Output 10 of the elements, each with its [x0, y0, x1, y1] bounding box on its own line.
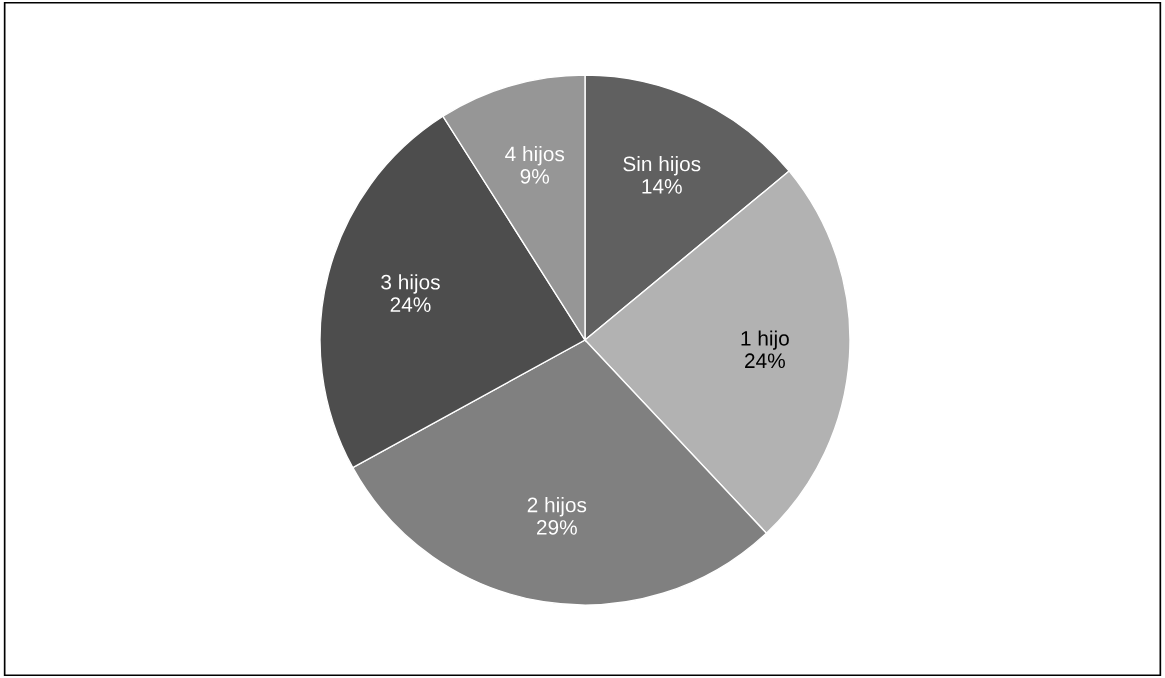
- data-label: 24%: [745, 353, 785, 369]
- slice-label: 3 hijos: [381, 274, 440, 294]
- data-label: 29%: [537, 520, 577, 535]
- data-label: 14%: [642, 179, 682, 194]
- slice-label: 1 hijo: [741, 330, 789, 350]
- slice-label: 2 hijos: [527, 497, 587, 517]
- slice-label: 4 hijos: [505, 146, 565, 166]
- data-label: 9%: [520, 169, 550, 184]
- slice-label: Sin hijos: [623, 156, 701, 176]
- data-label: 24%: [390, 297, 431, 312]
